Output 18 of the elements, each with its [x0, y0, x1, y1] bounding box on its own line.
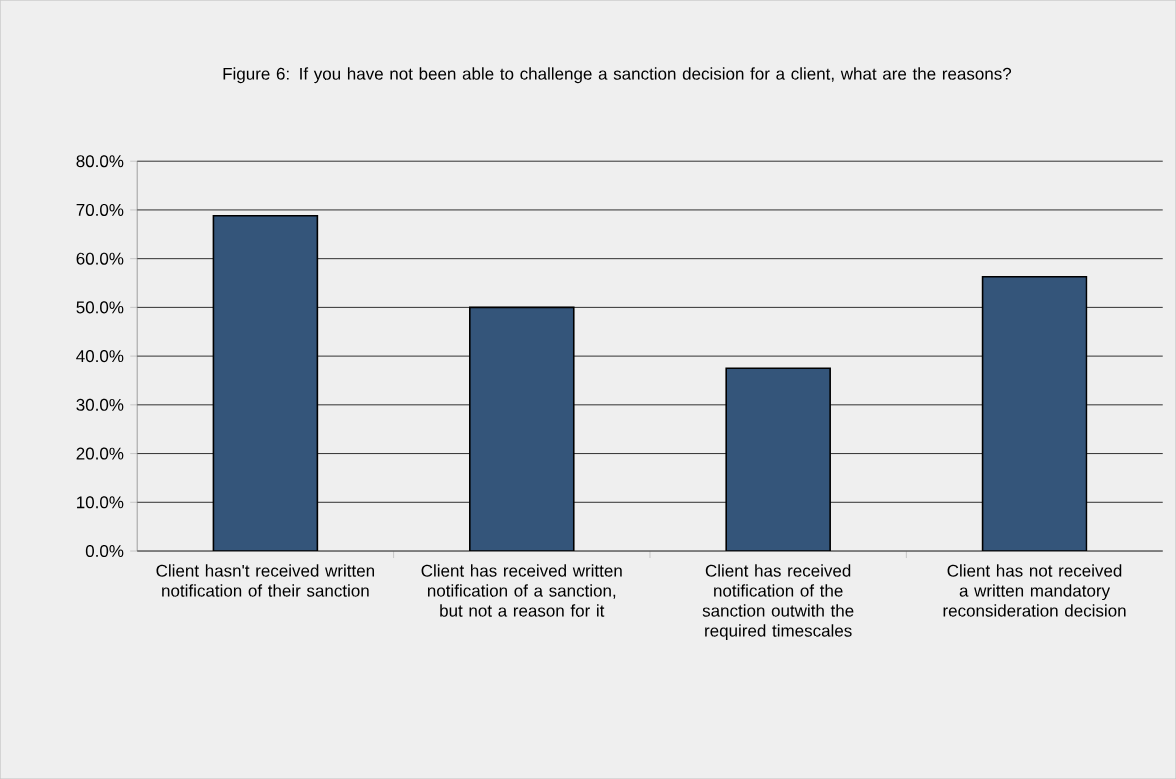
y-tick-label: 60.0%	[76, 252, 124, 265]
y-tick-label: 20.0%	[76, 447, 124, 460]
bar	[981, 275, 1088, 551]
x-tick-label: Client has received notification of the sanction outwith the required timescales	[702, 564, 854, 641]
bar	[469, 306, 575, 551]
y-tick-label: 0.0%	[85, 544, 124, 557]
y-tick-label: 70.0%	[76, 203, 124, 216]
y-tick-label: 40.0%	[76, 350, 124, 363]
y-tick-label: 80.0%	[76, 155, 124, 168]
y-tick-label: 50.0%	[76, 301, 124, 314]
x-tick-label: Client hasn't received written notification of their sanction	[156, 564, 374, 597]
y-tick-label: 30.0%	[76, 398, 124, 411]
x-tick-label: Client has received written notification of a sanction, but not a reason for it	[421, 564, 622, 617]
chart-title: Figure 6: If you have not been able to challenge a sanction decision for a client, what are the reasons?	[223, 67, 1012, 84]
x-tick-label: Client has not received a written mandatory reconsideration decision	[943, 564, 1126, 617]
y-tick-label: 10.0%	[77, 496, 124, 509]
bar	[725, 367, 831, 551]
bar	[212, 214, 319, 551]
